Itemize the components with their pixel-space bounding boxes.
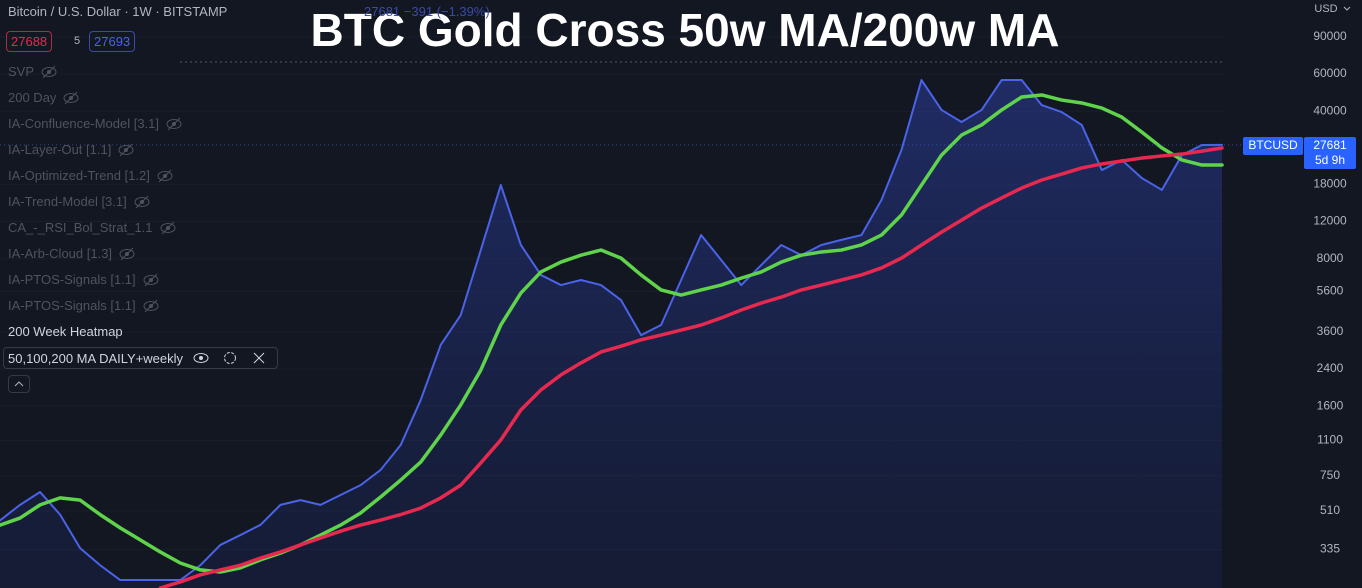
ma-line — [0, 93, 1224, 574]
indicator[interactable]: 200 Day — [8, 90, 80, 105]
y-tick-label: 5600 — [1317, 284, 1344, 298]
y-tick-label: 750 — [1320, 468, 1340, 482]
indicator-name: CA_-_RSI_Bol_Strat_1.1 — [8, 220, 153, 235]
indicator[interactable]: IA-PTOS-Signals [1.1] — [8, 272, 160, 287]
hidden-eye-icon[interactable] — [159, 221, 177, 235]
price-tag-text: 27681 — [1313, 138, 1347, 152]
collapse-icon — [14, 381, 24, 387]
hidden-eye-icon[interactable] — [142, 273, 160, 287]
indicator[interactable]: IA-Trend-Model [3.1] — [8, 194, 151, 209]
price-area — [0, 80, 1222, 588]
spread: 5 — [74, 35, 81, 47]
active-indicator[interactable]: 50,100,200 MA DAILY+weekly — [3, 347, 279, 369]
indicator[interactable]: SVP — [8, 64, 58, 79]
indicator[interactable]: IA-Optimized-Trend [1.2] — [8, 168, 174, 183]
indicator-name: SVP — [8, 64, 35, 79]
symbol: Bitcoin / U.S. Dollar · 1W · BITSTAMP — [8, 4, 228, 19]
indicator-name: IA-PTOS-Signals [1.1] — [8, 298, 136, 313]
indicator-name: IA-PTOS-Signals [1.1] — [8, 272, 136, 287]
countdown: 5d 9h — [1315, 153, 1345, 167]
indicator-name: 200 Day — [8, 90, 57, 105]
ask[interactable]: 27693 — [89, 31, 136, 52]
hidden-eye-icon[interactable] — [40, 65, 58, 79]
quote: 27681 −391 (−1.39%) — [364, 4, 490, 19]
hidden-eye-icon[interactable] — [156, 169, 174, 183]
indicator[interactable]: IA-Layer-Out [1.1] — [8, 142, 135, 157]
y-tick-label: 510 — [1320, 503, 1340, 517]
indicator[interactable]: IA-PTOS-Signals [1.1] — [8, 298, 160, 313]
indicator-name: 200 Week Heatmap — [8, 324, 123, 339]
hidden-eye-icon[interactable] — [62, 91, 80, 105]
hidden-eye-icon[interactable] — [133, 195, 151, 209]
price-tag — [1304, 137, 1356, 169]
currency[interactable]: USD — [1314, 3, 1337, 15]
chart-title: BTC Gold Cross 50w MA/200w MA — [311, 4, 1060, 56]
ma-line — [158, 146, 1224, 588]
bid[interactable]: 27688 — [6, 31, 53, 52]
indicator[interactable]: IA-Arb-Cloud [1.3] — [8, 246, 136, 261]
indicator[interactable]: IA-Confluence-Model [3.1] — [8, 116, 183, 131]
price-axis — [1300, 0, 1362, 588]
settings-icon[interactable] — [224, 352, 237, 364]
eye-pupil — [199, 356, 204, 360]
y-tick-label: 1100 — [1317, 433, 1343, 447]
y-tick-label: 40000 — [1313, 103, 1347, 117]
indicator-name: IA-Arb-Cloud [1.3] — [8, 246, 113, 261]
hidden-eye-icon[interactable] — [142, 299, 160, 313]
indicator-controls[interactable] — [193, 350, 273, 366]
y-tick-label: 90000 — [1313, 29, 1347, 43]
indicator-name: IA-Trend-Model [3.1] — [8, 194, 127, 209]
hidden-eye-icon[interactable] — [118, 247, 136, 261]
indicator-name: IA-Confluence-Model [3.1] — [8, 116, 160, 131]
y-tick-label: 1600 — [1317, 398, 1344, 412]
y-tick-label: 8000 — [1317, 251, 1344, 265]
y-tick-label: 2400 — [1317, 361, 1344, 375]
price-line — [0, 79, 1223, 582]
symbol-tag-text: BTCUSD — [1248, 138, 1298, 152]
y-tick-label: 3600 — [1317, 324, 1344, 338]
y-tick-label: 335 — [1320, 542, 1340, 556]
chevron — [1343, 6, 1351, 11]
indicator-name: IA-Layer-Out [1.1] — [8, 142, 112, 157]
indicator[interactable]: CA_-_RSI_Bol_Strat_1.1 — [8, 220, 177, 235]
indicator[interactable]: 200 Week Heatmap — [8, 324, 123, 339]
y-tick-label: 12000 — [1313, 214, 1347, 228]
close-icon[interactable] — [253, 352, 265, 364]
hidden-eye-icon[interactable] — [165, 117, 183, 131]
eye-icon[interactable] — [193, 353, 209, 363]
y-tick-label: 18000 — [1313, 177, 1347, 191]
active-indicator-name: 50,100,200 MA DAILY+weekly — [8, 350, 184, 366]
symbol-tag — [1243, 137, 1303, 155]
indicator-name: IA-Optimized-Trend [1.2] — [8, 168, 150, 183]
y-tick-label: 60000 — [1313, 66, 1347, 80]
hidden-eye-icon[interactable] — [117, 143, 135, 157]
collapse[interactable] — [8, 375, 30, 393]
